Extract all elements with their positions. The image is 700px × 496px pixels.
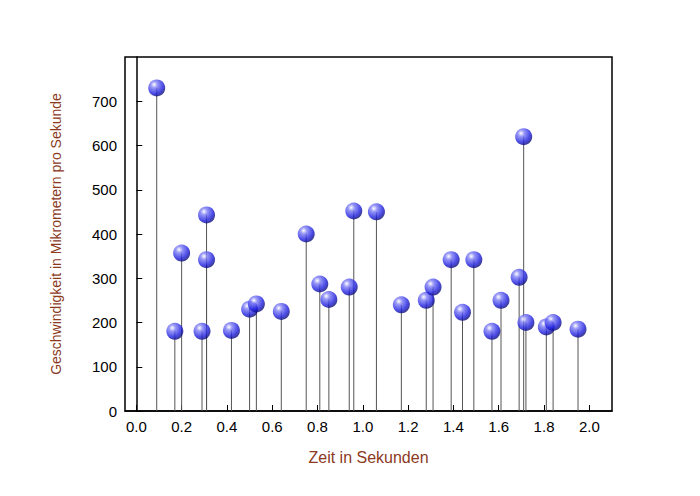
svg-text:400: 400 — [92, 226, 117, 243]
svg-text:1.2: 1.2 — [398, 418, 419, 435]
svg-text:100: 100 — [92, 358, 117, 375]
svg-text:1.4: 1.4 — [443, 418, 464, 435]
svg-text:0.4: 0.4 — [217, 418, 238, 435]
svg-text:1.0: 1.0 — [352, 418, 373, 435]
svg-text:1.8: 1.8 — [534, 418, 555, 435]
svg-text:600: 600 — [92, 137, 117, 154]
svg-text:700: 700 — [92, 93, 117, 110]
svg-text:0: 0 — [109, 403, 117, 420]
svg-text:300: 300 — [92, 270, 117, 287]
svg-text:0.6: 0.6 — [262, 418, 283, 435]
svg-text:500: 500 — [92, 181, 117, 198]
svg-text:2.0: 2.0 — [579, 418, 600, 435]
svg-text:0.8: 0.8 — [307, 418, 328, 435]
svg-text:0.2: 0.2 — [171, 418, 192, 435]
svg-text:1.6: 1.6 — [488, 418, 509, 435]
svg-text:Zeit in Sekunden: Zeit in Sekunden — [308, 449, 428, 466]
svg-text:200: 200 — [92, 314, 117, 331]
svg-text:0.0: 0.0 — [126, 418, 147, 435]
svg-text:Geschwindigkeit in Mikrometern: Geschwindigkeit in Mikrometern pro Sekun… — [48, 93, 64, 375]
